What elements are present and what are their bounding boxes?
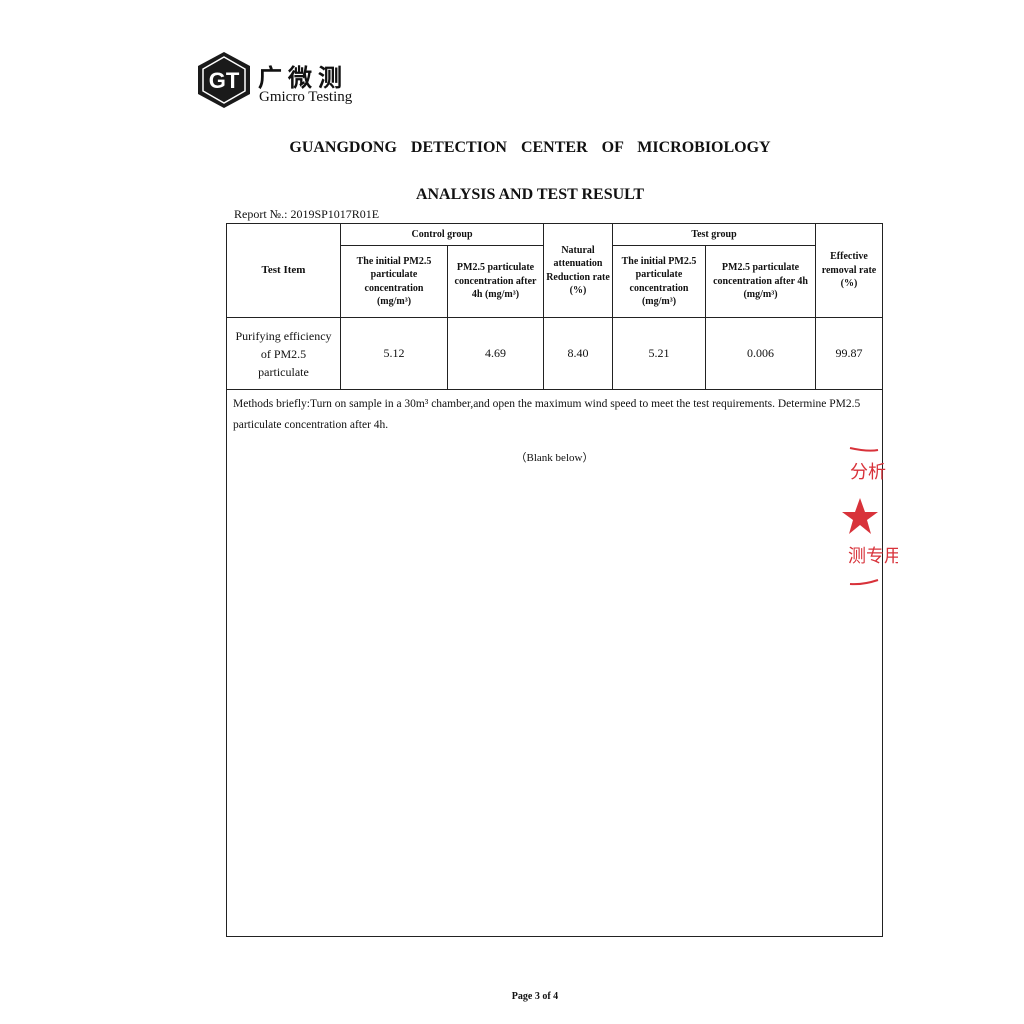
cell-test-initial: 5.21 xyxy=(612,317,706,390)
header-removal-rate: Effective removal rate (%) xyxy=(815,223,883,318)
organization-name: GUANGDONG DETECTION CENTER OF MICROBIOLO… xyxy=(289,139,771,156)
page-number: Page 3 of 4 xyxy=(511,991,559,1002)
red-stamp-fragment-icon: 分析 测专用 xyxy=(842,447,898,586)
header-control-initial: The initial PM2.5 particulate concentrat… xyxy=(340,245,448,318)
gmicro-logo-icon: GT xyxy=(198,52,250,108)
header-natural-attenuation: Natural attenuation Reduction rate (%) xyxy=(543,223,613,318)
logo-english-name: Gmicro Testing xyxy=(259,89,353,105)
document-title: ANALYSIS AND TEST RESULT xyxy=(415,186,645,203)
svg-text:测专用: 测专用 xyxy=(848,546,898,567)
methods-cell: Methods briefly:Turn on sample in a 30m³… xyxy=(226,389,883,937)
header-test-group: Test group xyxy=(612,223,816,246)
header-test-item: Test Item xyxy=(226,223,341,318)
header-control-group: Control group xyxy=(340,223,544,246)
cell-removal: 99.87 xyxy=(815,317,883,390)
header-control-after: PM2.5 particulate concentration after 4h… xyxy=(447,245,544,318)
svg-text:分析: 分析 xyxy=(850,462,886,483)
results-table: Test Item Control group Natural attenuat… xyxy=(226,223,883,937)
cell-test-after: 0.006 xyxy=(705,317,816,390)
header-test-after: PM2.5 particulate concentration after 4h… xyxy=(705,245,816,318)
cell-natural: 8.40 xyxy=(543,317,613,390)
blank-below: （Blank below） xyxy=(515,452,594,465)
methods-text: Methods briefly:Turn on sample in a 30m³… xyxy=(233,398,861,431)
cell-control-initial: 5.12 xyxy=(340,317,448,390)
report-number: Report №.: 2019SP1017R01E xyxy=(234,207,380,221)
cell-control-after: 4.69 xyxy=(447,317,544,390)
row-test-item: Purifying efficiency of PM2.5 particulat… xyxy=(226,317,341,390)
logo-chinese-name: 广微测 xyxy=(258,64,348,92)
header-test-initial: The initial PM2.5 particulate concentrat… xyxy=(612,245,706,318)
svg-text:GT: GT xyxy=(209,68,240,93)
